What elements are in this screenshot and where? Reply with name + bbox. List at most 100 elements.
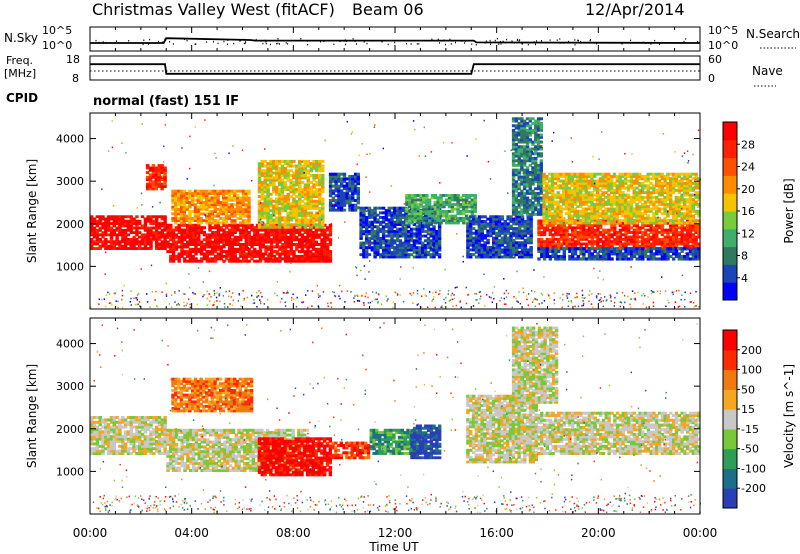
heatmap-cell xyxy=(579,179,583,183)
heatmap-cell xyxy=(598,193,603,197)
heatmap-cell xyxy=(280,164,285,168)
heatmap-cell xyxy=(185,219,189,223)
heatmap-cell xyxy=(263,216,267,220)
heatmap-cell xyxy=(536,212,541,216)
heatmap-cell xyxy=(266,206,270,210)
heatmap-cell xyxy=(275,240,279,244)
heatmap-cell xyxy=(264,228,268,232)
heatmap-cell xyxy=(309,238,313,242)
heatmap-cell xyxy=(587,198,591,202)
heatmap-cell xyxy=(225,240,229,244)
noise-search-dot xyxy=(344,39,346,41)
heatmap-cell xyxy=(439,219,443,223)
heatmap-cell xyxy=(283,181,288,184)
heatmap-cell xyxy=(370,246,374,250)
heatmap-cell xyxy=(412,243,417,247)
heatmap-cell xyxy=(210,212,215,216)
heatmap-cell xyxy=(436,200,440,204)
heatmap-cell xyxy=(257,181,262,184)
heatmap-cell xyxy=(517,198,521,202)
heatmap-cell xyxy=(233,235,237,239)
heatmap-cell xyxy=(227,228,232,232)
heatmap-cell xyxy=(674,240,679,244)
heatmap-cell xyxy=(191,254,195,258)
heatmap-cell xyxy=(413,214,418,218)
heatmap-cell xyxy=(239,228,243,232)
heatmap-cell xyxy=(177,203,181,207)
heatmap-cell xyxy=(539,145,543,149)
heatmap-cell xyxy=(539,168,543,172)
heatmap-cell xyxy=(193,217,198,220)
heatmap-cell xyxy=(514,135,519,139)
frequency-series-line xyxy=(90,63,700,75)
heatmap-cell xyxy=(241,189,246,193)
heatmap-cell xyxy=(525,184,530,188)
heatmap-cell xyxy=(477,217,482,221)
heatmap-cell xyxy=(514,152,519,156)
heatmap-cell xyxy=(312,199,316,203)
heatmap-cell xyxy=(615,219,620,223)
heatmap-cell xyxy=(509,236,513,240)
heatmap-cell xyxy=(177,235,181,239)
heatmap-cell xyxy=(286,159,290,163)
heatmap-cell xyxy=(387,243,391,247)
heatmap-cell xyxy=(593,202,597,206)
heatmap-cell xyxy=(506,236,510,240)
heatmap-cell xyxy=(545,237,550,241)
heatmap-cell xyxy=(529,217,533,221)
heatmap-cell xyxy=(260,185,265,189)
heatmap-cell xyxy=(401,250,405,254)
heatmap-cell xyxy=(224,203,229,207)
heatmap-cell xyxy=(292,171,296,175)
heatmap-cell xyxy=(306,254,310,258)
heatmap-cell xyxy=(596,226,600,230)
heatmap-cell xyxy=(303,188,308,192)
heatmap-cell xyxy=(548,205,552,209)
heatmap-cell xyxy=(227,254,232,258)
heatmap-cell xyxy=(584,186,589,190)
heatmap-cell xyxy=(258,250,263,254)
heatmap-cell xyxy=(407,243,411,247)
heatmap-cell xyxy=(152,233,156,237)
heatmap-cell xyxy=(135,240,139,244)
heatmap-cell xyxy=(154,175,159,179)
heatmap-cell xyxy=(157,231,162,235)
heatmap-cell xyxy=(179,201,184,204)
heatmap-cell xyxy=(283,243,288,246)
heatmap-cell xyxy=(447,194,452,197)
heatmap-cell xyxy=(542,179,546,183)
heatmap-cell xyxy=(473,210,477,213)
heatmap-cell xyxy=(143,228,148,232)
heatmap-cell xyxy=(98,240,102,244)
heatmap-cell xyxy=(525,198,530,202)
heatmap-cell xyxy=(247,210,251,213)
heatmap-cell xyxy=(370,213,374,217)
heatmap-cell xyxy=(312,213,316,217)
heatmap-cell xyxy=(309,254,313,258)
heatmap-cell xyxy=(624,237,628,241)
heatmap-cell xyxy=(244,238,249,242)
heatmap-cell xyxy=(683,226,687,230)
heatmap-cell xyxy=(511,133,516,137)
heatmap-cell xyxy=(197,247,201,251)
freq-label-line1: Freq. xyxy=(6,54,33,67)
heatmap-cell xyxy=(281,252,285,256)
heatmap-cell xyxy=(121,217,125,221)
heatmap-cell xyxy=(423,223,428,226)
heatmap-cell xyxy=(90,231,94,235)
heatmap-cell xyxy=(567,191,572,195)
heatmap-cell xyxy=(581,184,586,188)
heatmap-cell xyxy=(275,209,279,213)
heatmap-cell xyxy=(295,204,299,208)
noise-search-dot xyxy=(226,43,228,45)
heatmap-cell xyxy=(447,205,452,209)
heatmap-cell xyxy=(632,235,637,239)
heatmap-cell xyxy=(202,196,206,200)
heatmap-cell xyxy=(205,240,209,244)
heatmap-cell xyxy=(149,247,153,250)
heatmap-cell xyxy=(264,257,268,261)
heatmap-cell xyxy=(473,200,477,204)
heatmap-cell xyxy=(562,242,566,246)
heatmap-cell xyxy=(564,212,569,216)
heatmap-cell xyxy=(531,173,535,177)
